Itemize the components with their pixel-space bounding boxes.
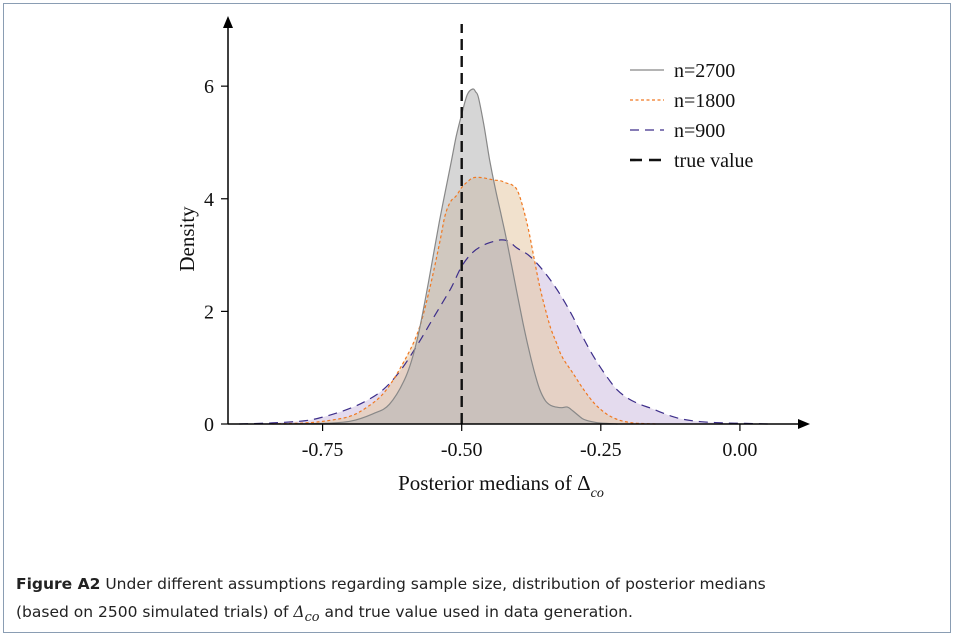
y-tick-label: 2 <box>204 301 214 323</box>
y-axis-title: Density <box>175 206 199 272</box>
density-fills <box>239 88 768 424</box>
x-tick-label: -0.50 <box>441 439 483 461</box>
x-axis-title: Posterior medians of Δco <box>398 471 604 501</box>
y-tick-label: 4 <box>204 189 214 211</box>
y-tick-label: 0 <box>204 414 214 436</box>
density-chart: -0.75 -0.50 -0.25 0.00 0 2 4 6 Density Posterior … <box>175 16 810 501</box>
x-tick-label: -0.25 <box>580 439 622 461</box>
axes: -0.75 -0.50 -0.25 0.00 0 2 4 6 Density Posterior … <box>175 16 810 501</box>
legend-label: n=2700 <box>674 60 735 82</box>
density-line-n-2700 <box>283 88 618 425</box>
x-tick-label: 0.00 <box>722 439 757 461</box>
density-lines <box>239 24 768 425</box>
caption-delta-symbol: Δ <box>293 603 305 621</box>
legend-label: true value <box>674 150 754 172</box>
caption-label: Figure A2 <box>16 575 101 593</box>
y-axis-arrow <box>223 16 233 28</box>
caption-text-line1: Under different assumptions regarding sa… <box>105 575 766 593</box>
legend: n=2700 n=1800 n=900 true value <box>630 60 754 172</box>
x-tick-label: -0.75 <box>302 439 344 461</box>
density-line-n-900 <box>239 239 768 425</box>
legend-label: n=1800 <box>674 90 735 112</box>
figure-caption: Figure A2 Under different assumptions re… <box>16 570 936 632</box>
caption-delta-subscript: co <box>304 610 320 626</box>
caption-text-line2: (based on 2500 simulated trials) of <box>16 603 289 621</box>
caption-text-after: and true value used in data generation. <box>324 603 633 621</box>
legend-label: n=900 <box>674 120 725 142</box>
x-axis-arrow <box>798 419 810 429</box>
y-tick-label: 6 <box>204 76 214 98</box>
density-fill-n-2700 <box>283 88 618 424</box>
